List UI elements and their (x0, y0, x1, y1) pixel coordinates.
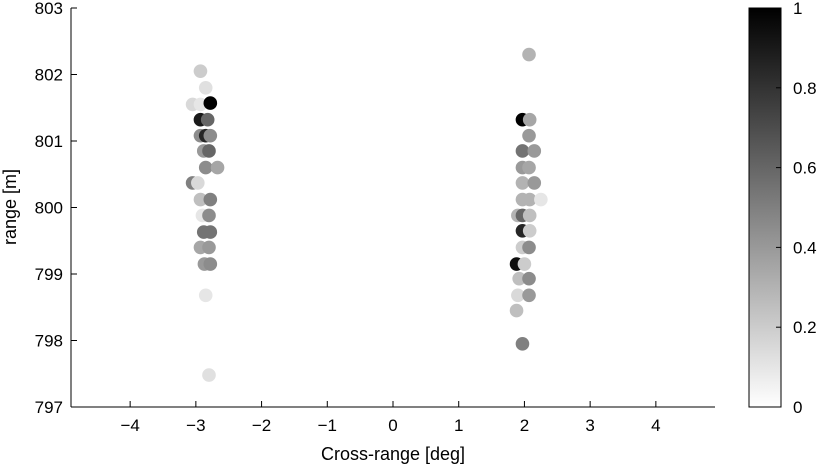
data-point-26 (198, 288, 213, 303)
y-tick-label: 797 (35, 398, 63, 417)
x-tick-label: 3 (585, 416, 594, 435)
x-tick-label: −3 (186, 416, 205, 435)
data-point-28 (522, 47, 536, 62)
x-tick-label: −4 (120, 416, 139, 435)
data-point-4 (203, 96, 218, 110)
data-point-51 (522, 271, 536, 286)
data-point-53 (522, 288, 536, 303)
x-tick-label: 0 (388, 416, 397, 435)
scatter-points (185, 47, 548, 382)
colorbar-tick-label: 0.6 (793, 159, 817, 178)
y-tick-label: 799 (35, 265, 63, 284)
plot-axes: −4 −3 −2 −1 0 1 2 3 4 797 798 799 800 801 802 803 (35, 0, 715, 435)
data-point-1 (198, 81, 213, 95)
data-point-31 (522, 128, 536, 143)
data-point-0 (193, 64, 208, 78)
colorbar: 0 0.2 0.4 0.6 0.8 1 (748, 0, 817, 417)
colorbar-tick-label: 0.4 (793, 238, 817, 257)
data-point-9 (203, 128, 218, 143)
data-point-25 (203, 257, 218, 271)
x-tick-label: 1 (454, 416, 463, 435)
colorbar-scale (748, 7, 782, 408)
y-tick-label: 800 (35, 199, 63, 218)
data-point-30 (522, 112, 537, 127)
data-point-16 (193, 192, 208, 207)
data-point-27 (202, 368, 216, 382)
colorbar-tick-label: 0.2 (793, 318, 817, 337)
data-point-13 (210, 160, 225, 175)
y-tick-label: 803 (35, 0, 63, 18)
data-point-45 (522, 223, 537, 238)
y-tick-label: 802 (35, 66, 63, 85)
y-tick-label: 801 (35, 132, 63, 151)
data-point-15 (191, 176, 205, 190)
y-axis-label: range [m] (0, 169, 20, 245)
data-point-21 (203, 225, 218, 239)
colorbar-tick-label: 0.8 (793, 79, 817, 98)
data-point-37 (527, 176, 542, 190)
colorbar-tick-label: 1 (793, 0, 802, 18)
data-point-12 (198, 160, 213, 175)
colorbar-tick-label: 0 (793, 398, 802, 417)
x-axis-label: Cross-range [deg] (321, 444, 465, 464)
data-point-54 (509, 303, 524, 318)
x-tick-label: −1 (318, 416, 337, 435)
data-point-17 (203, 192, 218, 207)
data-point-47 (522, 240, 536, 255)
data-point-43 (522, 208, 537, 223)
data-point-36 (515, 176, 530, 190)
data-point-55 (515, 337, 530, 351)
data-point-11 (202, 144, 216, 158)
data-point-23 (202, 240, 216, 255)
data-point-50 (512, 271, 526, 286)
data-point-39 (522, 192, 537, 207)
data-point-32 (515, 144, 530, 158)
x-tick-label: −2 (252, 416, 271, 435)
data-point-40 (534, 192, 548, 207)
data-point-19 (202, 208, 216, 223)
data-point-6 (200, 112, 215, 127)
x-tick-label: 2 (520, 416, 529, 435)
data-point-35 (522, 160, 536, 175)
y-tick-label: 798 (35, 332, 63, 351)
data-point-52 (511, 288, 525, 303)
data-point-49 (517, 257, 532, 271)
x-tick-label: 4 (651, 416, 660, 435)
data-point-33 (527, 144, 542, 158)
